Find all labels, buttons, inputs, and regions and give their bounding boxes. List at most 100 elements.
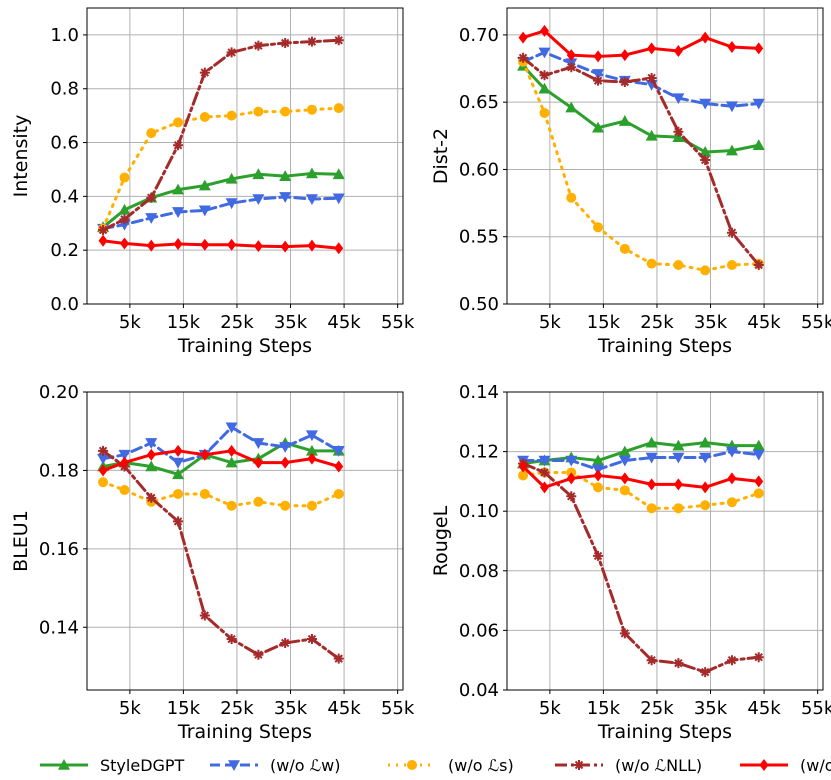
- x-tick-label: 25k: [220, 698, 254, 719]
- data-point: [253, 456, 263, 469]
- data-point: [225, 422, 238, 434]
- legend-label: (w/o ℒNLL): [615, 756, 702, 775]
- x-tick-label: 35k: [694, 698, 728, 719]
- data-point: [199, 111, 210, 122]
- data-point: [332, 168, 345, 180]
- data-point: [566, 491, 577, 502]
- plot-frame: [506, 7, 824, 305]
- data-point: [565, 455, 578, 467]
- data-point: [97, 453, 110, 465]
- series-line: [521, 462, 761, 674]
- data-point: [565, 101, 578, 113]
- data-point: [593, 469, 603, 482]
- data-point: [726, 227, 737, 238]
- data-point: [672, 93, 685, 105]
- y-axis-label: BLEU1: [10, 510, 32, 572]
- data-point: [593, 75, 604, 86]
- data-point: [227, 238, 237, 251]
- data-point: [727, 41, 737, 54]
- data-point: [518, 460, 528, 473]
- data-point: [699, 98, 712, 110]
- data-point: [280, 240, 290, 253]
- y-tick-label: 0.20: [39, 382, 79, 403]
- data-point: [700, 155, 711, 166]
- series-line: [101, 195, 341, 231]
- data-point: [646, 258, 657, 269]
- series-w-o-lw-ls: [98, 234, 344, 255]
- data-point: [700, 481, 710, 494]
- legend-entry: StyleDGPT: [40, 756, 185, 775]
- data-point: [592, 454, 605, 466]
- data-point: [539, 107, 550, 118]
- series-w-o-lw: [97, 422, 345, 469]
- legend-entry: (w/o ℒw & ℒs): [740, 756, 831, 775]
- x-tick-label: 25k: [640, 312, 674, 333]
- data-point: [253, 40, 264, 51]
- data-point: [98, 464, 108, 477]
- data-point: [198, 179, 211, 191]
- y-tick-label: 0.8: [50, 79, 79, 100]
- data-point: [726, 655, 737, 666]
- series-w-o-lw: [97, 192, 345, 235]
- x-tick-label: 55k: [801, 312, 831, 333]
- data-point: [538, 455, 551, 467]
- data-point: [566, 49, 576, 62]
- data-point: [700, 265, 711, 276]
- data-point: [518, 52, 529, 63]
- series-line: [101, 480, 341, 508]
- data-point: [225, 198, 238, 210]
- data-point: [618, 115, 631, 126]
- data-point: [726, 497, 737, 508]
- data-point: [518, 31, 528, 44]
- data-point: [98, 225, 109, 235]
- data-point: [253, 240, 263, 253]
- x-tick-label: 5k: [119, 312, 141, 333]
- y-tick-label: 0.2: [50, 240, 79, 261]
- legend-label: (w/o ℒs): [448, 756, 514, 775]
- data-point: [200, 448, 210, 461]
- data-point: [119, 456, 129, 469]
- x-tick-label: 15k: [587, 312, 621, 333]
- data-point: [620, 472, 630, 485]
- data-point: [307, 452, 317, 465]
- data-point: [305, 167, 318, 179]
- data-point: [280, 456, 290, 469]
- legend-marker: [759, 759, 769, 771]
- series-w-o-lw-ls: [518, 460, 764, 494]
- data-point: [619, 77, 630, 87]
- series-line: [101, 441, 341, 476]
- data-point: [333, 653, 344, 664]
- data-point: [725, 446, 738, 458]
- y-axis-label: Dist-2: [430, 128, 452, 184]
- data-point: [334, 460, 344, 473]
- x-tick-label: 5k: [119, 698, 141, 719]
- data-point: [145, 213, 158, 224]
- data-point: [200, 238, 210, 251]
- subplot-rougel: 0.04 0.06 0.08 0.10 0.12 0.14 5k 15k 25k 35k 45k 55…: [430, 382, 831, 743]
- data-point: [172, 468, 185, 480]
- data-point: [673, 126, 684, 137]
- data-point: [199, 67, 210, 78]
- data-point: [305, 444, 318, 456]
- data-point: [538, 47, 551, 59]
- legend-label: StyleDGPT: [100, 756, 185, 775]
- data-point: [672, 452, 685, 464]
- x-tick-label: 25k: [220, 312, 254, 333]
- data-point: [539, 467, 550, 478]
- data-point: [279, 192, 292, 203]
- y-tick-label: 0.06: [459, 620, 499, 641]
- data-point: [173, 140, 184, 151]
- x-tick-label: 15k: [167, 312, 201, 333]
- data-point: [725, 144, 738, 156]
- data-point: [252, 438, 265, 449]
- data-point: [592, 121, 605, 133]
- series-line: [521, 60, 761, 272]
- data-point: [253, 649, 264, 660]
- data-point: [332, 446, 345, 457]
- x-axis-label: Training Steps: [177, 721, 312, 743]
- series-styledgpt: [517, 59, 765, 157]
- data-point: [725, 101, 738, 113]
- plot-frame: [506, 391, 824, 691]
- legend-marker: [228, 760, 240, 771]
